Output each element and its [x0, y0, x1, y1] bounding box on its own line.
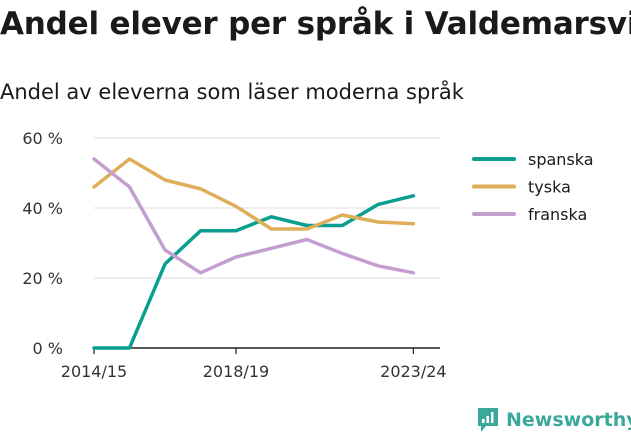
x-tick-label: 2023/24 [380, 362, 446, 381]
legend-label-tyska: tyska [528, 178, 571, 197]
series-line-tyska [92, 157, 416, 231]
series-line-franska [92, 157, 416, 275]
newsworthy-logo-icon [478, 408, 498, 432]
y-tick-label: 40 % [22, 199, 63, 218]
x-tick-label: 2018/19 [203, 362, 269, 381]
legend-label-franska: franska [528, 205, 587, 224]
x-tick-label: 2014/15 [61, 362, 127, 381]
chart-title: Andel elever per språk i Valdemarsvik [0, 6, 631, 42]
y-tick-label: 0 % [33, 339, 63, 358]
y-tick-label: 20 % [22, 269, 63, 288]
series-line-spanska [92, 194, 416, 350]
y-tick-label: 60 % [22, 129, 63, 148]
brand-name: Newsworthy [506, 409, 631, 431]
brand: Newsworthy [476, 406, 631, 434]
legend-label-spanska: spanska [528, 150, 594, 169]
chart-subtitle: Andel av eleverna som läser moderna språ… [0, 80, 464, 104]
